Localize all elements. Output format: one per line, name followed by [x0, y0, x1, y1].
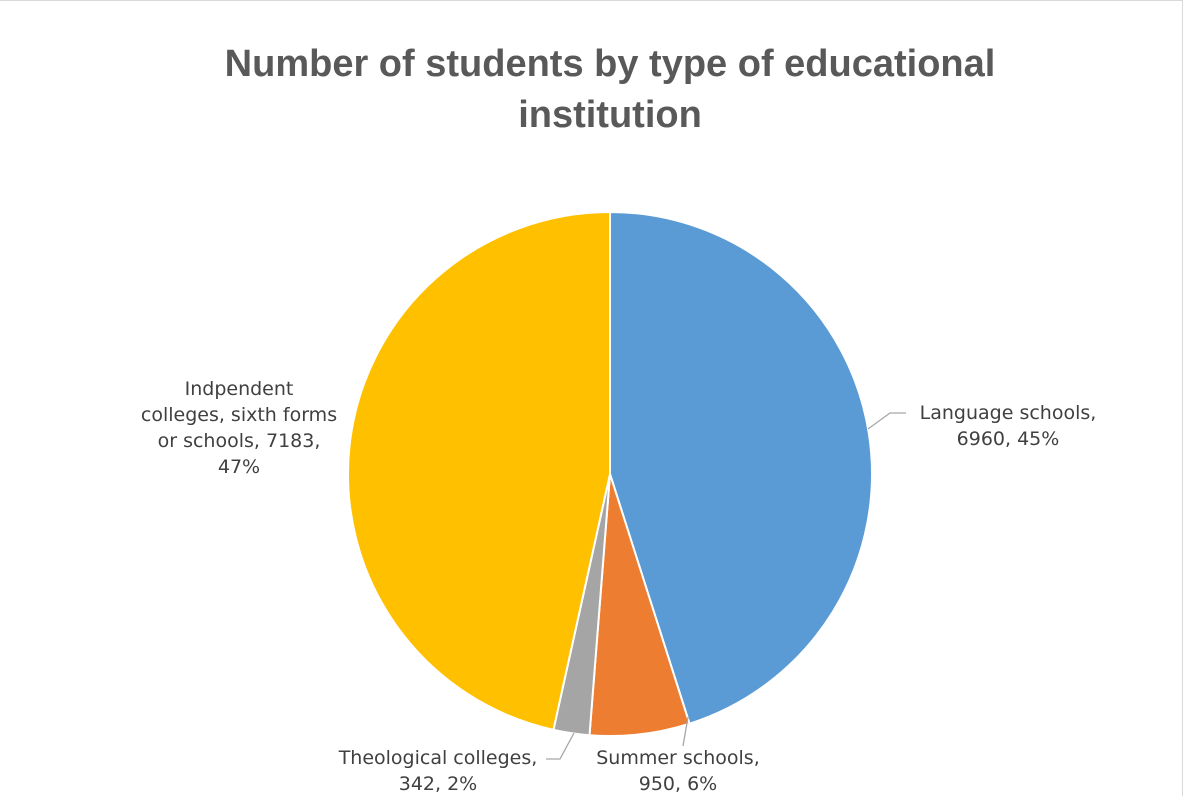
data-label-summer-schools: Summer schools, 950, 6%	[596, 747, 760, 795]
data-label-indpendent-colleges-sixth-forms-or-schools: Indpendent colleges, sixth forms or school…	[141, 378, 337, 478]
chart-title-line-1: Number of students by type of educationa…	[225, 43, 996, 85]
leader-line-language-schools	[867, 412, 906, 430]
pie-slice-indpendent-colleges-sixth-forms-or-schools	[347, 210, 611, 732]
data-label-language-schools: Language schools, 6960, 45%	[920, 402, 1097, 450]
leader-line-summer-schools	[682, 716, 689, 747]
chart-title-line-2: institution	[518, 94, 702, 136]
data-label-theological-colleges: Theological colleges, 342, 2%	[338, 747, 538, 795]
pie-slice-language-schools	[609, 210, 873, 725]
pie-slices	[347, 210, 873, 737]
label-leader-lines	[546, 412, 906, 760]
leader-line-theological-colleges	[546, 732, 575, 760]
data-labels: Language schools, 6960, 45% Summer schools…	[141, 378, 1096, 795]
